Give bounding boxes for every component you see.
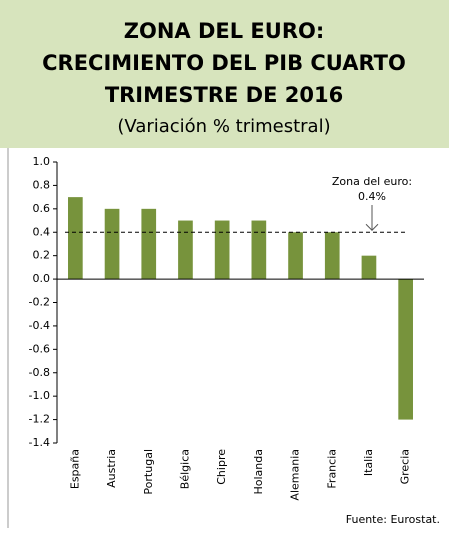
bar (68, 197, 83, 280)
y-tick-label: 0.4 (33, 225, 51, 238)
x-tick-label: Austria (105, 449, 118, 488)
x-tick-label: Alemania (289, 449, 302, 501)
y-tick-label: 1.0 (33, 155, 51, 168)
x-tick-label: Bélgica (178, 449, 191, 489)
bar (251, 220, 267, 280)
chart-subtitle: (Variación % trimestral) (117, 116, 330, 137)
bar (104, 208, 120, 280)
header-background (0, 0, 449, 148)
y-tick-label: 0.6 (33, 202, 51, 215)
x-tick-label: Grecia (399, 449, 412, 484)
y-tick-label: -1.2 (29, 413, 50, 426)
y-tick-label: -1.4 (29, 436, 50, 449)
x-tick-label: Francia (325, 449, 338, 489)
x-tick-label: Holanda (252, 449, 265, 495)
annotation-arrow (365, 205, 379, 231)
y-tick-label: -0.8 (29, 366, 50, 379)
y-tick-label: -1.0 (29, 389, 50, 402)
y-tick-label: -0.6 (29, 342, 50, 355)
x-tick-label: España (68, 449, 81, 489)
annotation: Zona del euro: (332, 175, 412, 188)
y-tick-label: 0.2 (33, 249, 51, 262)
annotation: 0.4% (358, 190, 386, 203)
bar (324, 232, 340, 280)
bar (288, 232, 303, 280)
chart-title: ZONA DEL EURO: (124, 19, 325, 43)
source: Fuente: Eurostat. (346, 513, 440, 526)
y-tick-label: 0.0 (33, 272, 51, 285)
bar (178, 220, 193, 280)
y-tick-label: -0.2 (29, 296, 50, 309)
bar (141, 208, 157, 280)
bar (361, 255, 377, 280)
x-tick-label: Italia (362, 449, 375, 476)
y-tick-label: 0.8 (33, 178, 51, 191)
chart-title: CRECIMIENTO DEL PIB CUARTO (42, 51, 406, 75)
bar (398, 279, 413, 420)
x-tick-label: Chipre (215, 449, 228, 485)
x-tick-label: Portugal (142, 449, 155, 495)
y-tick-label: -0.4 (29, 319, 50, 332)
chart-title: TRIMESTRE DE 2016 (105, 83, 343, 107)
bar (214, 220, 230, 280)
